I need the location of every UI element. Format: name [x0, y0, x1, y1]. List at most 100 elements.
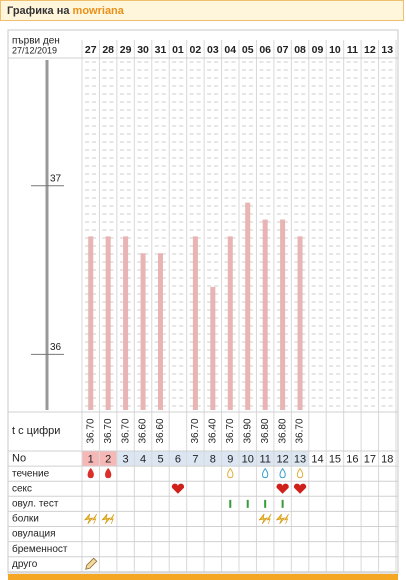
y-tick-label: 37: [50, 173, 62, 184]
day-label: 01: [172, 44, 184, 56]
bar: [227, 236, 233, 410]
value-label: 36.40: [207, 418, 218, 443]
row-label: No: [12, 452, 26, 464]
day-number: 7: [192, 453, 198, 465]
value-label: 36.90: [242, 418, 253, 443]
row-label: течение: [12, 468, 50, 479]
pain-icon: [258, 513, 272, 525]
day-label: 31: [155, 44, 167, 56]
row-label: секс: [12, 483, 32, 494]
test-icon: [246, 499, 249, 508]
cell-bg: [134, 451, 152, 467]
bar: [192, 236, 198, 410]
day-label: 13: [381, 44, 393, 56]
day-label: 02: [190, 44, 202, 56]
flow-icon: [105, 467, 112, 479]
day-number: 15: [329, 453, 341, 465]
day-label: 09: [312, 44, 324, 56]
first-day-label: първи ден: [12, 36, 60, 47]
bar: [297, 236, 303, 410]
day-number: 11: [259, 453, 270, 465]
day-label: 08: [294, 44, 306, 56]
cell-bg: [239, 451, 257, 467]
note-icon: [85, 557, 98, 570]
test-icon: [229, 499, 232, 508]
row-label: бременност: [12, 543, 68, 555]
day-number: 16: [346, 453, 358, 465]
test-icon: [281, 499, 284, 508]
footer-bar: [8, 574, 398, 580]
sex-icon: [293, 483, 307, 494]
day-label: 30: [137, 44, 149, 56]
day-number: 4: [140, 453, 146, 465]
user-link[interactable]: mowriana: [72, 5, 124, 17]
bar: [280, 219, 286, 410]
bar: [123, 236, 129, 410]
day-label: 10: [329, 44, 341, 56]
row-label: друго: [12, 559, 38, 570]
cell-bg: [326, 451, 344, 467]
sex-icon: [276, 483, 289, 494]
bar: [158, 253, 163, 410]
value-label: 36.60: [138, 418, 149, 443]
day-number: 13: [294, 453, 306, 465]
pain-icon: [101, 513, 115, 525]
day-number: 2: [105, 453, 111, 465]
day-label: 28: [102, 44, 114, 56]
day-number: 14: [311, 453, 323, 465]
day-number: 3: [123, 453, 129, 465]
flow-icon: [227, 467, 234, 479]
value-label: 36.70: [120, 418, 131, 443]
row-label: болки: [12, 513, 39, 525]
day-number: 18: [381, 453, 393, 465]
y-tick-label: 36: [50, 342, 62, 353]
value-label: 36.80: [277, 418, 288, 443]
test-icon: [264, 499, 267, 508]
pain-icon: [83, 513, 97, 525]
bar: [105, 236, 111, 410]
cell-bg: [82, 451, 100, 467]
cell-bg: [343, 451, 362, 467]
day-number: 9: [227, 453, 233, 465]
day-label: 11: [347, 44, 358, 56]
cell-bg: [169, 451, 187, 467]
cell-bg: [378, 451, 396, 467]
row-label: овул. тест: [12, 498, 59, 509]
day-label: 07: [277, 44, 289, 56]
day-label: 05: [242, 44, 254, 56]
day-label: 12: [364, 44, 376, 56]
day-number: 5: [157, 453, 163, 465]
pain-icon: [275, 513, 289, 525]
value-label: 36.60: [155, 418, 166, 443]
bar: [262, 219, 268, 410]
flow-icon: [262, 467, 269, 479]
value-label: 36.70: [295, 418, 306, 443]
cell-bg: [308, 451, 327, 467]
cell-bg: [361, 451, 379, 467]
value-label: 36.80: [260, 418, 271, 443]
day-number: 6: [175, 453, 181, 465]
cell-bg: [221, 451, 239, 467]
flow-icon: [87, 467, 94, 479]
row-label: t с цифри: [12, 425, 60, 437]
day-number: 8: [210, 453, 216, 465]
cell-bg: [99, 451, 117, 467]
day-label: 06: [259, 44, 271, 56]
flow-icon: [296, 467, 304, 479]
cell-bg: [256, 451, 274, 467]
bar: [210, 286, 216, 410]
header: Графика на mowriana: [0, 0, 404, 21]
cell-bg: [151, 451, 170, 467]
value-label: 36.70: [85, 418, 96, 443]
flow-icon: [279, 467, 286, 479]
cell-bg: [204, 451, 222, 467]
cell-bg: [186, 451, 205, 467]
value-label: 36.70: [190, 418, 201, 443]
day-number: 1: [88, 453, 94, 465]
day-label: 03: [207, 44, 219, 56]
day-label: 27: [85, 44, 97, 56]
header-prefix: Графика на: [7, 5, 70, 17]
value-label: 36.70: [225, 418, 236, 443]
bar: [245, 202, 251, 410]
